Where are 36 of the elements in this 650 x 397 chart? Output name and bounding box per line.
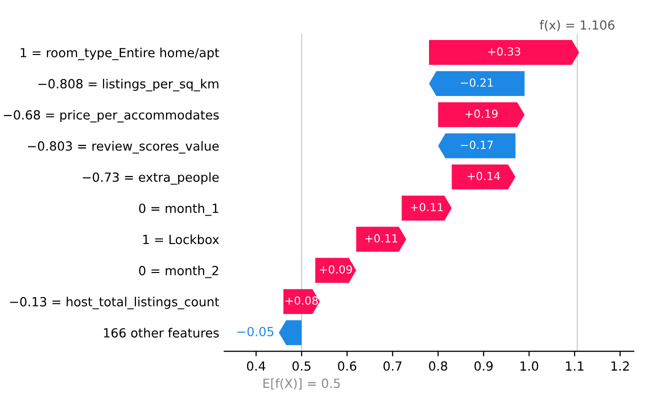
data-label: +0.08 bbox=[286, 296, 318, 305]
y-tick-label: −0.13 = host_total_listings_count bbox=[10, 296, 220, 310]
x-tick-label: 0.9 bbox=[474, 361, 493, 371]
ref-line-label: E[f(X)] = 0.5 bbox=[263, 378, 340, 390]
data-label: −0.21 bbox=[460, 78, 493, 87]
data-label: +0.11 bbox=[410, 202, 443, 212]
x-tick-label: 0.7 bbox=[383, 361, 402, 371]
y-tick-label: −0.73 = extra_people bbox=[82, 172, 219, 185]
x-tick-label: 1.2 bbox=[612, 361, 629, 371]
ref-line-label: f(x) = 1.106 bbox=[540, 20, 614, 32]
x-tick-label: 0.8 bbox=[428, 361, 448, 371]
bar bbox=[438, 102, 525, 128]
data-label: +0.33 bbox=[488, 47, 520, 56]
y-tick-label: −0.803 = review_scores_value bbox=[28, 141, 219, 154]
x-tick-label: 0.6 bbox=[338, 361, 356, 371]
y-tick-label: −0.808 = listings_per_sq_km bbox=[38, 78, 218, 92]
data-label: +0.19 bbox=[465, 110, 498, 118]
y-tick-label: 0 = month_1 bbox=[139, 203, 218, 216]
x-tick-label: 1.0 bbox=[520, 361, 538, 371]
x-tick-label: 1.1 bbox=[566, 361, 584, 371]
y-tick-label: 166 other features bbox=[104, 328, 219, 338]
data-label: −0.17 bbox=[460, 140, 493, 150]
data-label: +0.09 bbox=[320, 265, 352, 274]
data-label: +0.11 bbox=[365, 234, 398, 242]
bar bbox=[429, 40, 580, 65]
bar bbox=[438, 133, 516, 158]
y-tick-label: 0 = month_2 bbox=[139, 266, 218, 278]
data-label: +0.14 bbox=[468, 172, 500, 180]
x-tick-label: 0.5 bbox=[292, 361, 310, 371]
y-tick-label: 1 = room_type_Entire home/apt bbox=[20, 48, 220, 60]
y-tick-label: −0.68 = price_per_accommodates bbox=[4, 110, 219, 122]
data-label: −0.05 bbox=[237, 326, 274, 336]
x-tick-label: 0.4 bbox=[246, 361, 266, 371]
bar bbox=[452, 164, 516, 190]
bar bbox=[429, 71, 525, 96]
y-tick-label: 1 = Lockbox bbox=[143, 234, 219, 244]
